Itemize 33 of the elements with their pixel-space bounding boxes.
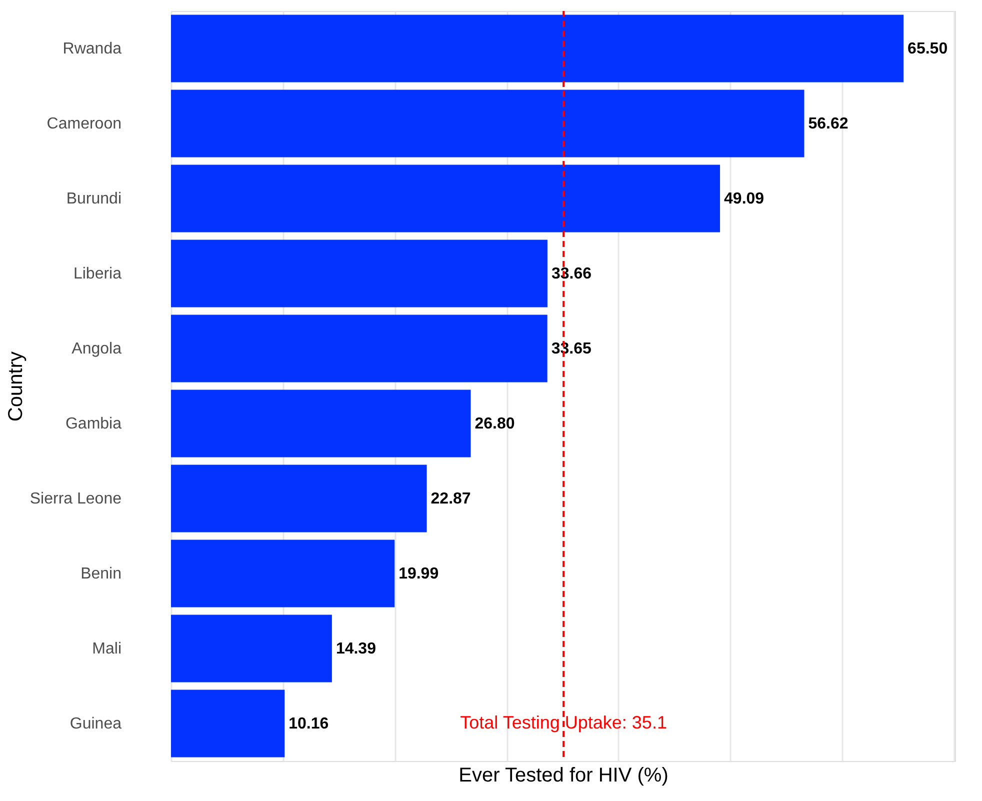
data-label: 33.65	[551, 340, 592, 358]
bar	[171, 90, 804, 158]
x-axis-title: Ever Tested for HIV (%)	[458, 764, 668, 786]
data-label: 49.09	[724, 190, 764, 208]
data-label: 33.66	[551, 266, 592, 282]
data-label: 26.80	[474, 416, 515, 432]
y-tick-label: Liberia	[73, 266, 122, 282]
y-tick-label: Guinea	[70, 716, 122, 732]
y-tick-label: Mali	[92, 640, 122, 658]
y-tick-label: Burundi	[66, 190, 122, 208]
bar	[171, 14, 904, 82]
bar	[171, 314, 548, 382]
bar	[171, 540, 395, 608]
data-label: 19.99	[398, 566, 439, 582]
y-tick-label: Angola	[72, 340, 122, 358]
bar	[171, 164, 720, 232]
data-label: 22.87	[430, 490, 471, 508]
y-tick-label: Rwanda	[62, 40, 122, 58]
bar	[171, 390, 471, 458]
data-label: 10.16	[288, 716, 329, 732]
data-label: 14.39	[336, 640, 376, 658]
ref-line-label: Total Testing Uptake: 35.1	[460, 712, 667, 732]
data-label: 65.50	[908, 40, 948, 58]
bar	[171, 464, 427, 532]
y-tick-label: Cameroon	[46, 116, 122, 132]
bar	[171, 690, 285, 758]
data-label: 56.62	[808, 116, 848, 132]
y-tick-label: Sierra Leone	[30, 490, 122, 508]
bar	[171, 614, 332, 682]
bar	[171, 240, 548, 308]
y-axis-title: Country	[4, 351, 27, 422]
y-tick-label: Gambia	[65, 416, 122, 432]
y-tick-label: Benin	[80, 566, 122, 582]
